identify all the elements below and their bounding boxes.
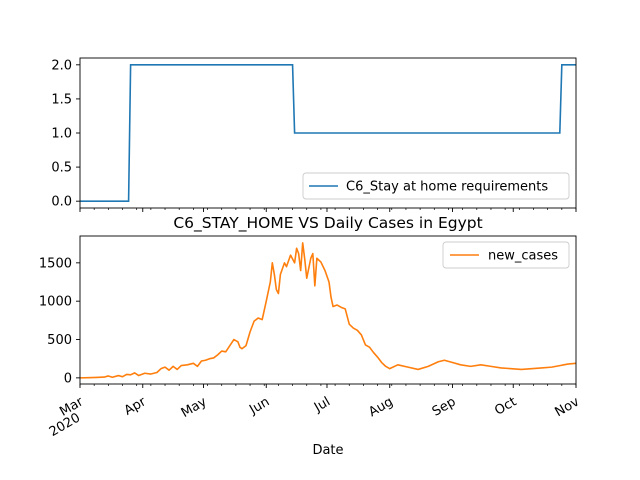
- top-axes-frame: [79, 57, 577, 209]
- top-ytick-label: 0.5: [51, 161, 72, 176]
- bottom-yticks: 0 500 1000 1500: [39, 256, 80, 386]
- top-legend-box: [302, 172, 570, 200]
- bottom-title: C6_STAY_HOME VS Daily Cases in Egypt: [173, 214, 482, 233]
- top-legend: C6_Stay at home requirements: [302, 172, 570, 200]
- top-yticks: 0.0 0.5 1.0 1.5 2.0: [51, 58, 80, 210]
- bottom-axes-frame: [79, 235, 577, 385]
- bottom-ytick-label: 0: [64, 371, 72, 386]
- x-axis-label: Date: [312, 443, 343, 458]
- bottom-legend: new_cases: [442, 241, 570, 269]
- top-legend-label: C6_Stay at home requirements: [346, 180, 548, 195]
- bottom-ytick-label: 500: [47, 333, 72, 348]
- bottom-legend-box: [442, 241, 570, 269]
- bottom-ytick-label: 1500: [39, 256, 72, 271]
- top-series-line: [80, 64, 576, 202]
- top-ytick-label: 2.0: [51, 58, 72, 73]
- top-axes: 0.0 0.5 1.0 1.5 2.0 C6_Stay at home requirem…: [51, 57, 577, 212]
- top-ytick-label: 0.0: [51, 195, 72, 210]
- bottom-legend-label: new_cases: [488, 249, 558, 264]
- top-ytick-label: 1.5: [51, 92, 72, 107]
- bottom-series-line: [79, 242, 577, 379]
- bottom-xtick-label: Jul: [311, 394, 333, 415]
- bottom-ytick-label: 1000: [39, 295, 72, 310]
- top-ytick-label: 1.0: [51, 127, 72, 142]
